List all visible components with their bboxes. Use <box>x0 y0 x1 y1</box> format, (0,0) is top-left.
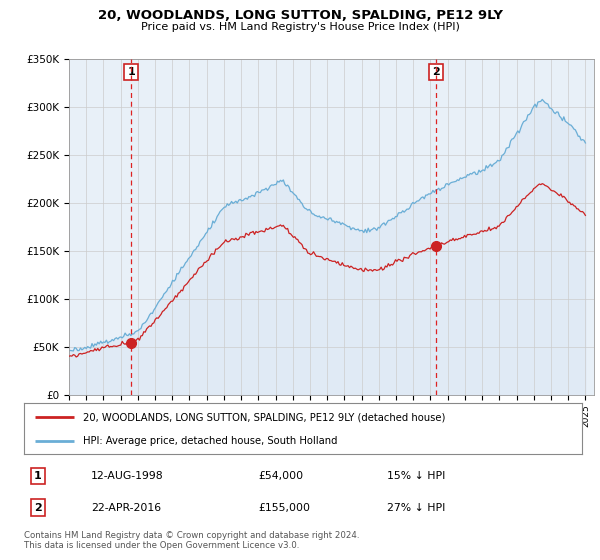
Text: 2: 2 <box>34 502 42 512</box>
Text: 1: 1 <box>127 67 135 77</box>
Text: HPI: Average price, detached house, South Holland: HPI: Average price, detached house, Sout… <box>83 436 337 446</box>
Text: 12-AUG-1998: 12-AUG-1998 <box>91 471 164 481</box>
Text: 22-APR-2016: 22-APR-2016 <box>91 502 161 512</box>
Text: 20, WOODLANDS, LONG SUTTON, SPALDING, PE12 9LY (detached house): 20, WOODLANDS, LONG SUTTON, SPALDING, PE… <box>83 412 445 422</box>
Text: £54,000: £54,000 <box>259 471 304 481</box>
Text: 27% ↓ HPI: 27% ↓ HPI <box>387 502 445 512</box>
Text: Price paid vs. HM Land Registry's House Price Index (HPI): Price paid vs. HM Land Registry's House … <box>140 22 460 32</box>
Text: £155,000: £155,000 <box>259 502 310 512</box>
Text: 2: 2 <box>432 67 440 77</box>
Text: 15% ↓ HPI: 15% ↓ HPI <box>387 471 445 481</box>
Text: 1: 1 <box>34 471 42 481</box>
Text: 20, WOODLANDS, LONG SUTTON, SPALDING, PE12 9LY: 20, WOODLANDS, LONG SUTTON, SPALDING, PE… <box>97 9 503 22</box>
Text: Contains HM Land Registry data © Crown copyright and database right 2024.
This d: Contains HM Land Registry data © Crown c… <box>24 531 359 550</box>
